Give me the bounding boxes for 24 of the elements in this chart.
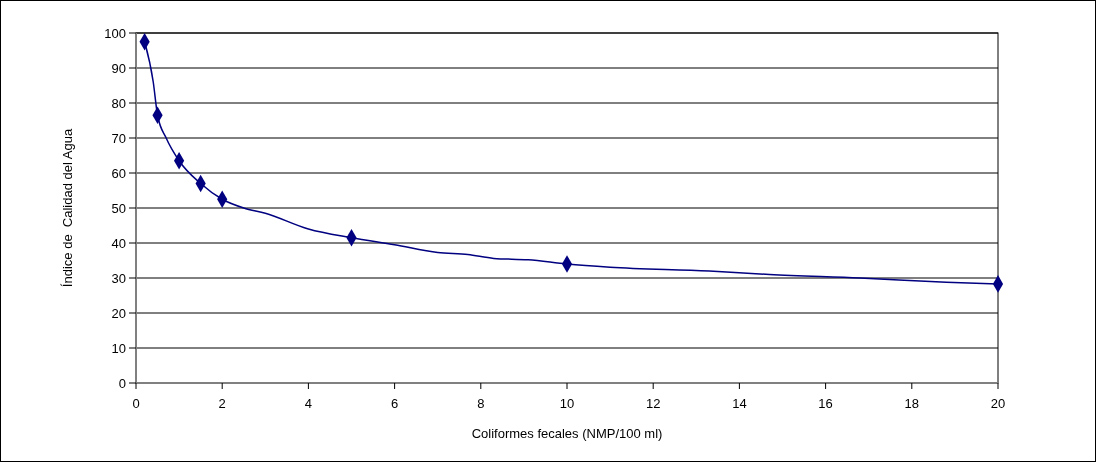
x-tick-label: 20: [990, 396, 1006, 411]
y-tick-label: 90: [111, 60, 126, 76]
x-tick-label: 0: [132, 396, 140, 411]
y-tick-label: 60: [111, 165, 126, 181]
y-tick-label: 20: [111, 305, 126, 321]
x-tick-label: 8: [477, 396, 485, 411]
y-tick-label: 0: [118, 375, 126, 391]
y-tick-label: 100: [104, 25, 126, 41]
y-tick-label: 30: [111, 270, 126, 286]
y-tick-label: 10: [111, 340, 126, 356]
y-tick-label: 50: [111, 200, 126, 216]
x-tick-label: 4: [304, 396, 313, 411]
x-tick-label: 16: [818, 396, 833, 411]
x-tick-label: 14: [732, 396, 747, 411]
y-tick-label: 70: [111, 130, 126, 146]
x-axis-title: Coliformes fecales (NMP/100 ml): [471, 426, 663, 441]
x-tick-label: 12: [645, 396, 661, 411]
x-tick-label: 18: [904, 396, 920, 411]
y-tick-label: 40: [111, 235, 126, 251]
x-tick-label: 2: [218, 396, 226, 411]
y-tick-label: 80: [111, 95, 126, 111]
y-axis-title: Índice de Calidad del Agua: [60, 128, 75, 288]
x-tick-label: 10: [559, 396, 575, 411]
x-tick-label: 6: [390, 396, 399, 411]
